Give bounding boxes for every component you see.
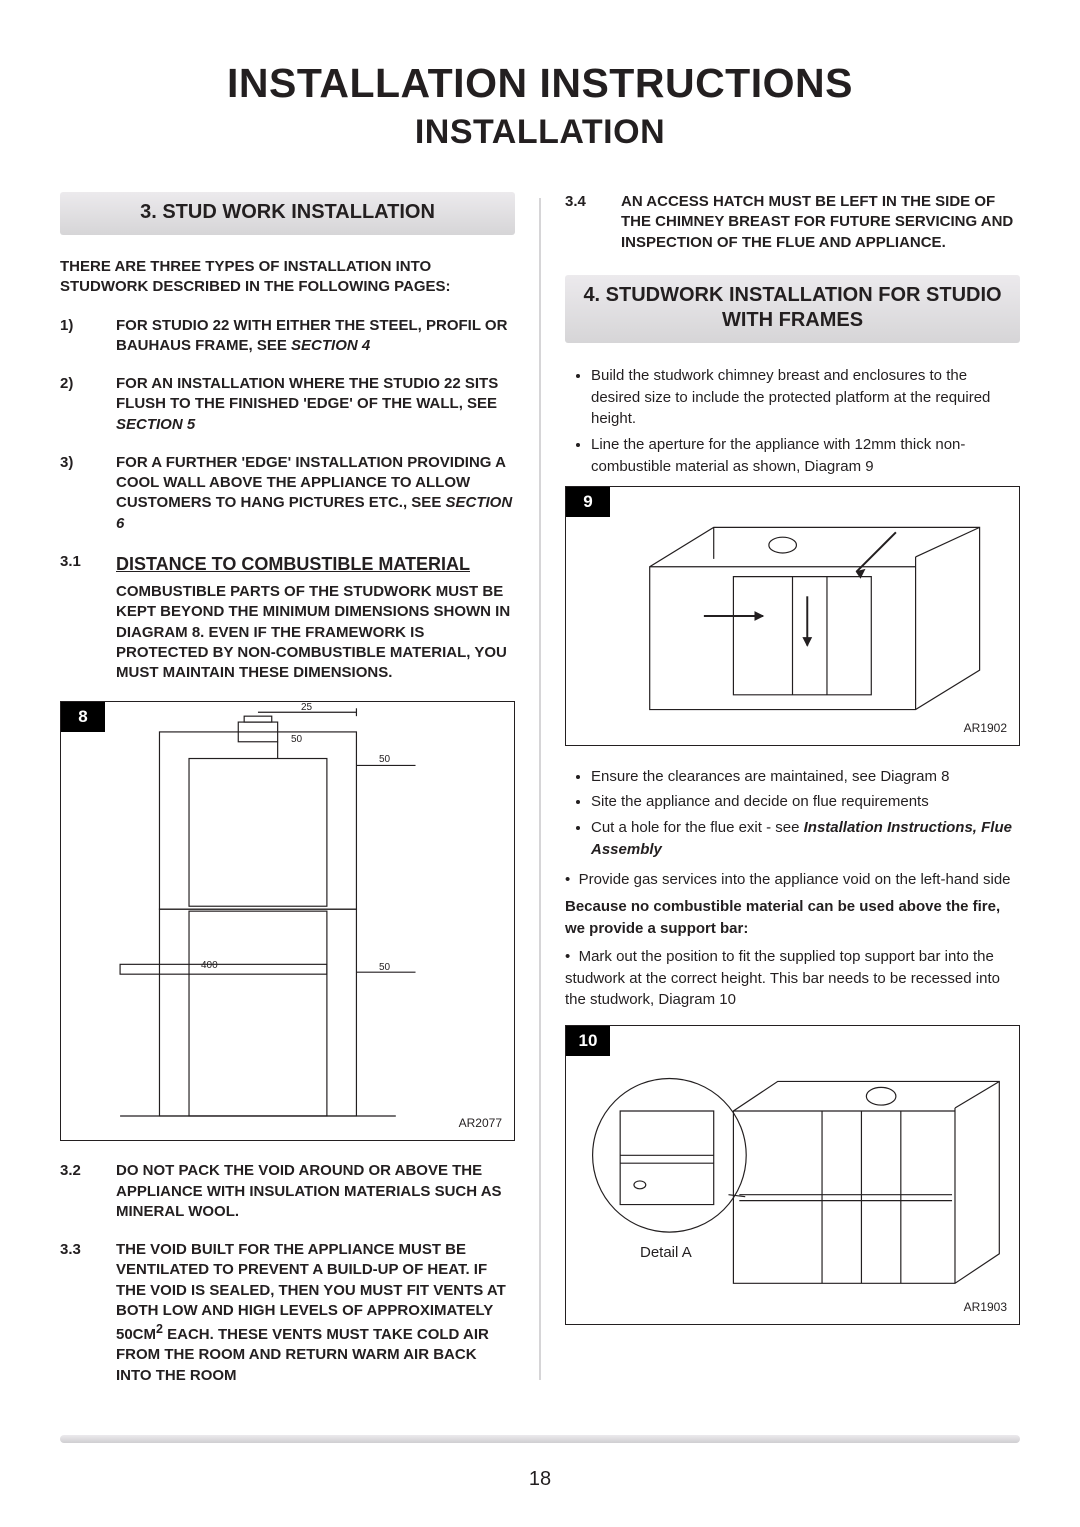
section-title: DISTANCE TO COMBUSTIBLE MATERIAL <box>116 552 470 576</box>
section-text: AN ACCESS HATCH MUST BE LEFT IN THE SIDE… <box>621 192 1020 253</box>
list-text: FOR AN INSTALLATION WHERE THE STUDIO 22 … <box>116 375 498 412</box>
diagram-badge: 8 <box>61 702 105 732</box>
section-number: 3.1 <box>60 552 116 576</box>
list-number: 1) <box>60 316 116 357</box>
section-3-1-heading: 3.1 DISTANCE TO COMBUSTIBLE MATERIAL <box>60 552 515 576</box>
diagram-9-svg <box>566 487 1019 745</box>
install-type-3: 3) FOR A FURTHER 'EDGE' INSTALLATION PRO… <box>60 453 515 534</box>
section-text: DO NOT PACK THE VOID AROUND OR ABOVE THE… <box>116 1161 515 1222</box>
gas-services-text: • Provide gas services into the applianc… <box>565 869 1020 891</box>
page-title-main: INSTALLATION INSTRUCTIONS <box>60 60 1020 107</box>
section-ref: SECTION 5 <box>116 416 195 433</box>
section-3-intro: THERE ARE THREE TYPES OF INSTALLATION IN… <box>60 257 515 298</box>
section-text: THE VOID BUILT FOR THE APPLIANCE MUST BE… <box>116 1240 515 1386</box>
bullet-item: Line the aperture for the appliance with… <box>591 434 1020 478</box>
section-4-heading: 4. STUDWORK INSTALLATION FOR STUDIO WITH… <box>565 275 1020 343</box>
install-type-1: 1) FOR STUDIO 22 WITH EITHER THE STEEL, … <box>60 316 515 357</box>
list-number: 3) <box>60 453 116 534</box>
list-number: 2) <box>60 374 116 435</box>
section-3-4: 3.4 AN ACCESS HATCH MUST BE LEFT IN THE … <box>565 192 1020 253</box>
diagram-10: 10 AR1903 Detail A <box>565 1025 1020 1325</box>
diagram-badge: 9 <box>566 487 610 517</box>
section-4-bullets-2: Ensure the clearances are maintained, se… <box>579 766 1020 861</box>
footer-rule <box>60 1435 1020 1443</box>
section-number: 3.3 <box>60 1240 116 1386</box>
dim-label: 50 <box>291 734 302 745</box>
bullet-item: Site the appliance and decide on flue re… <box>591 791 1020 813</box>
dim-label: 400 <box>201 960 218 971</box>
left-column: 3. STUD WORK INSTALLATION THERE ARE THRE… <box>60 192 515 1386</box>
diagram-8: 8 AR2077 <box>60 701 515 1141</box>
section-ref: SECTION 4 <box>291 337 370 354</box>
section-number: 3.4 <box>565 192 621 253</box>
diagram-ref: AR1903 <box>964 1300 1007 1314</box>
right-column: 3.4 AN ACCESS HATCH MUST BE LEFT IN THE … <box>565 192 1020 1386</box>
page-title-sub: INSTALLATION <box>60 113 1020 152</box>
section-4-bullets-1: Build the studwork chimney breast and en… <box>579 365 1020 478</box>
bullet-item: Build the studwork chimney breast and en… <box>591 365 1020 430</box>
section-3-heading: 3. STUD WORK INSTALLATION <box>60 192 515 235</box>
diagram-ref: AR2077 <box>459 1116 502 1130</box>
diagram-badge: 10 <box>566 1026 610 1056</box>
install-type-2: 2) FOR AN INSTALLATION WHERE THE STUDIO … <box>60 374 515 435</box>
section-3-1-body: COMBUSTIBLE PARTS OF THE STUDWORK MUST B… <box>116 582 515 683</box>
bullet-item: Cut a hole for the flue exit - see Insta… <box>591 817 1020 861</box>
dim-label: 50 <box>379 754 390 765</box>
diagram-ref: AR1902 <box>964 721 1007 735</box>
diagram-8-svg <box>61 702 514 1140</box>
detail-label: Detail A <box>640 1244 692 1261</box>
diagram-9: 9 AR1902 <box>565 486 1020 746</box>
column-divider <box>539 198 541 1380</box>
support-bar-body: • Mark out the position to fit the suppl… <box>565 946 1020 1011</box>
diagram-10-svg <box>566 1026 1019 1324</box>
page-number: 18 <box>0 1468 1080 1491</box>
dim-label: 50 <box>379 962 390 973</box>
support-bar-heading: Because no combustible material can be u… <box>565 896 1020 940</box>
section-3-2: 3.2 DO NOT PACK THE VOID AROUND OR ABOVE… <box>60 1161 515 1222</box>
section-3-3: 3.3 THE VOID BUILT FOR THE APPLIANCE MUS… <box>60 1240 515 1386</box>
section-number: 3.2 <box>60 1161 116 1222</box>
bullet-item: Ensure the clearances are maintained, se… <box>591 766 1020 788</box>
dim-label: 25 <box>301 702 312 713</box>
